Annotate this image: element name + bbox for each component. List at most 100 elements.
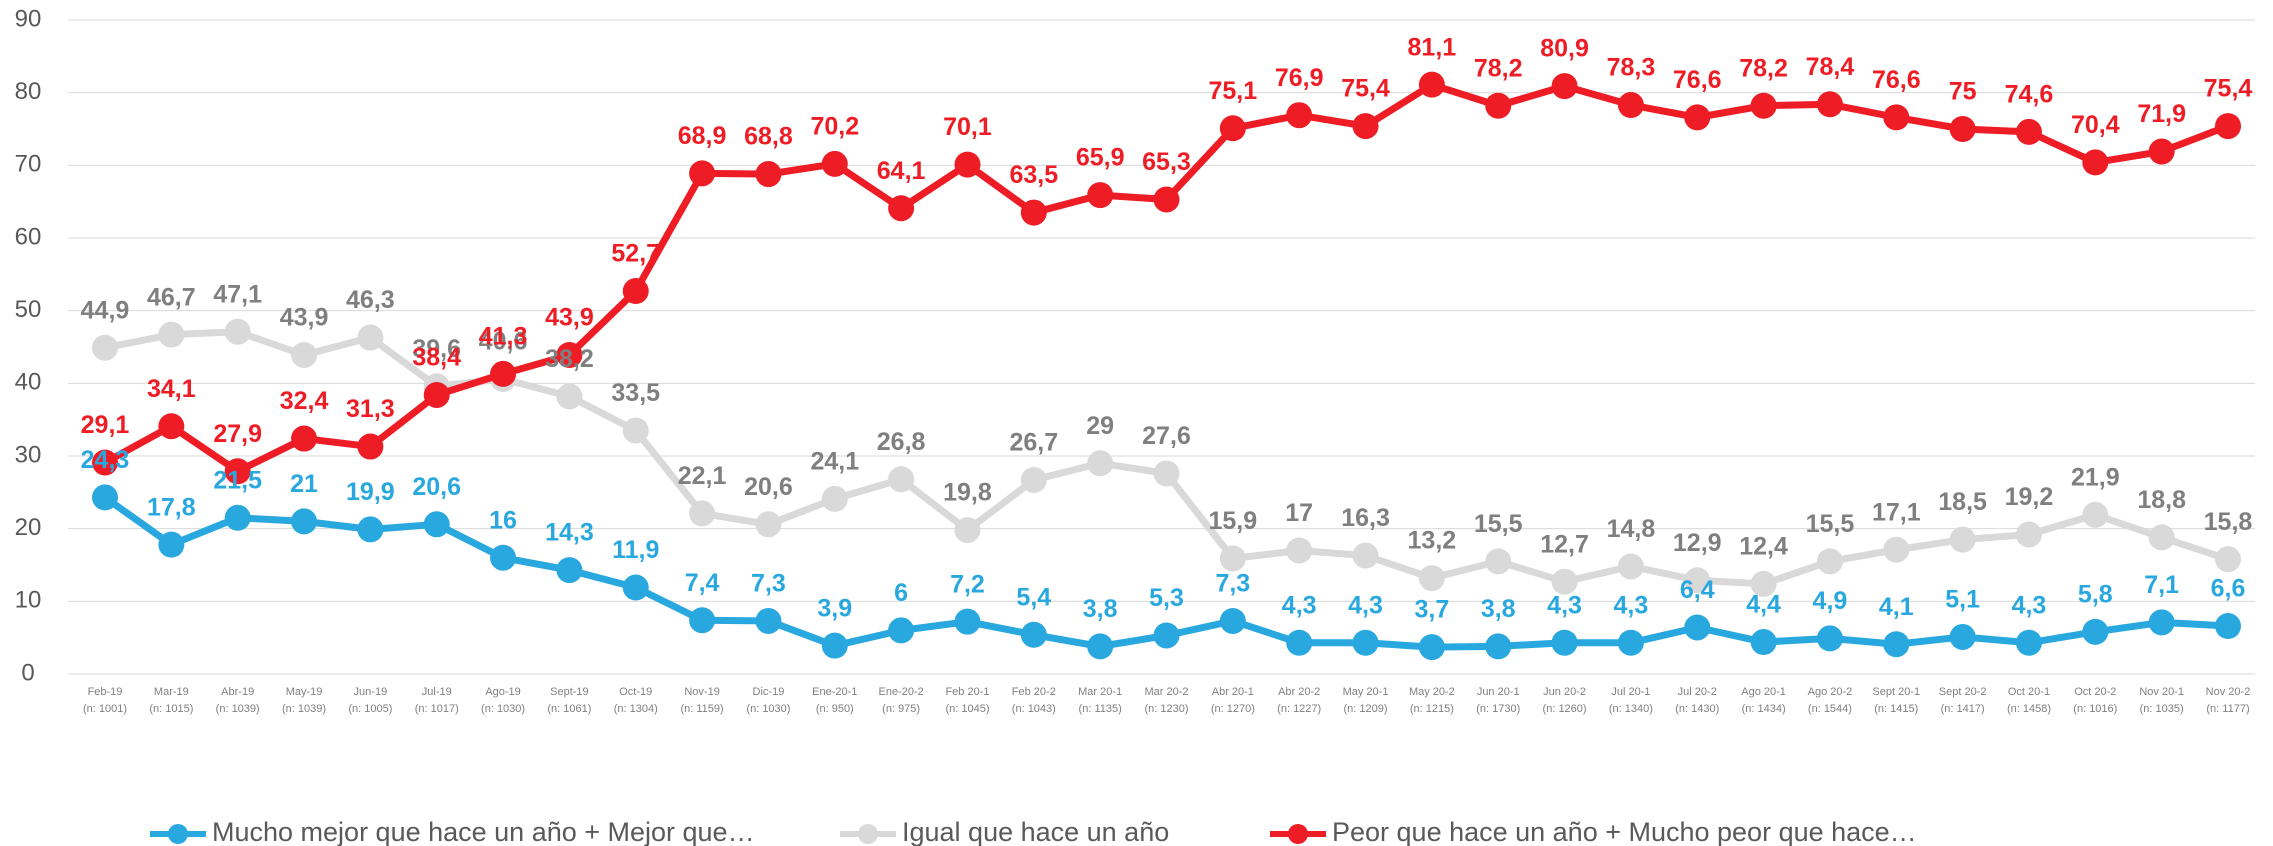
x-tick-sublabel: (n: 1017)	[415, 703, 459, 715]
data-label: 64,1	[877, 157, 926, 185]
data-point	[2148, 609, 2175, 636]
x-tick-sublabel: (n: 1730)	[1476, 703, 1520, 715]
data-point	[1883, 104, 1910, 131]
data-point	[1219, 607, 1246, 634]
data-label: 19,8	[943, 479, 992, 507]
data-point	[556, 341, 583, 368]
data-label: 16	[489, 506, 517, 534]
data-label: 4,3	[1348, 591, 1383, 619]
x-tick-label: Sept 20-1	[1872, 686, 1920, 698]
data-point	[357, 516, 384, 543]
data-point	[1153, 186, 1180, 213]
data-point	[1087, 450, 1114, 477]
data-point	[1352, 113, 1379, 140]
data-label: 13,2	[1408, 527, 1457, 555]
x-tick-label: Oct 20-1	[2008, 686, 2050, 698]
data-point	[158, 413, 185, 440]
data-point	[490, 360, 517, 387]
x-tick-sublabel: (n: 1304)	[614, 703, 658, 715]
x-tick-sublabel: (n: 1260)	[1543, 703, 1587, 715]
data-label: 21,9	[2071, 463, 2120, 491]
data-label: 43,9	[280, 304, 329, 332]
x-tick-sublabel: (n: 1209)	[1344, 703, 1388, 715]
data-label: 78,2	[1474, 54, 1523, 82]
data-label: 4,4	[1746, 591, 1781, 619]
data-label: 46,3	[346, 286, 395, 314]
x-tick-sublabel: (n: 1061)	[547, 703, 591, 715]
data-label: 47,1	[213, 280, 262, 308]
data-label: 15,9	[1209, 507, 1258, 535]
data-point	[689, 500, 716, 527]
x-tick-label: Dic-19	[753, 686, 785, 698]
x-tick-sublabel: (n: 1001)	[83, 703, 127, 715]
data-point	[291, 508, 318, 535]
data-label: 75,4	[1341, 75, 1390, 103]
data-label: 4,3	[2012, 591, 2047, 619]
x-tick-label: Feb 20-1	[945, 686, 989, 698]
data-point	[92, 449, 118, 476]
data-label: 17	[1285, 499, 1313, 527]
data-label: 76,6	[1872, 66, 1921, 94]
data-point	[158, 531, 185, 558]
data-point	[1219, 545, 1246, 572]
x-tick-label: Nov 20-2	[2206, 686, 2251, 698]
data-point	[291, 341, 318, 368]
data-point	[2215, 113, 2241, 140]
y-tick-label: 70	[15, 151, 42, 178]
x-tick-sublabel: (n: 1227)	[1277, 703, 1321, 715]
data-label: 17,1	[1872, 498, 1921, 526]
data-point	[755, 511, 782, 538]
data-point	[224, 504, 251, 531]
x-tick-sublabel: (n: 975)	[882, 703, 920, 715]
data-label: 5,3	[1149, 584, 1184, 612]
data-point	[423, 511, 450, 538]
y-tick-label: 60	[15, 223, 42, 250]
data-label: 63,5	[1009, 161, 1058, 189]
data-label: 38,2	[545, 345, 594, 373]
data-point	[1617, 553, 1644, 580]
x-tick-sublabel: (n: 1270)	[1211, 703, 1255, 715]
data-label: 70,1	[943, 113, 992, 141]
data-point	[755, 607, 782, 634]
data-point	[2082, 501, 2109, 528]
data-point	[2148, 138, 2175, 165]
data-point	[954, 608, 981, 635]
data-point	[158, 321, 185, 348]
data-point	[1816, 625, 1843, 652]
x-tick-sublabel: (n: 1035)	[2140, 703, 2184, 715]
x-tick-label: Abr 20-1	[1212, 686, 1254, 698]
x-tick-label: Jun 20-2	[1543, 686, 1586, 698]
x-tick-sublabel: (n: 1340)	[1609, 703, 1653, 715]
data-label: 76,9	[1275, 64, 1324, 92]
x-tick-sublabel: (n: 1159)	[680, 703, 723, 715]
y-tick-label: 20	[15, 514, 42, 541]
data-label: 4,3	[1547, 591, 1582, 619]
data-label: 34,1	[147, 375, 196, 403]
data-point	[1816, 548, 1843, 575]
data-label: 27,6	[1142, 422, 1191, 450]
data-point	[821, 150, 848, 177]
x-tick-sublabel: (n: 1230)	[1144, 703, 1188, 715]
data-label: 21,5	[213, 466, 262, 494]
x-tick-label: Abr-19	[221, 686, 254, 698]
x-tick-label: Oct-19	[619, 686, 652, 698]
data-point	[291, 425, 318, 452]
data-label: 19,2	[2005, 483, 2054, 511]
data-label: 81,1	[1408, 33, 1457, 61]
data-label: 5,8	[2078, 580, 2113, 608]
data-label: 74,6	[2005, 81, 2054, 109]
x-tick-sublabel: (n: 1030)	[481, 703, 525, 715]
data-label: 75	[1949, 78, 1977, 106]
y-tick-label: 40	[15, 369, 42, 396]
legend-marker	[1288, 824, 1308, 844]
x-tick-label: Jul 20-2	[1678, 686, 1717, 698]
data-label: 7,2	[950, 570, 985, 598]
data-label: 65,9	[1076, 144, 1125, 172]
data-label: 18,8	[2137, 486, 2186, 514]
x-tick-sublabel: (n: 1417)	[1941, 703, 1985, 715]
x-tick-sublabel: (n: 1016)	[2073, 703, 2117, 715]
x-tick-label: Ene-20-2	[878, 686, 923, 698]
data-point	[1750, 92, 1777, 119]
data-point	[1551, 629, 1578, 656]
